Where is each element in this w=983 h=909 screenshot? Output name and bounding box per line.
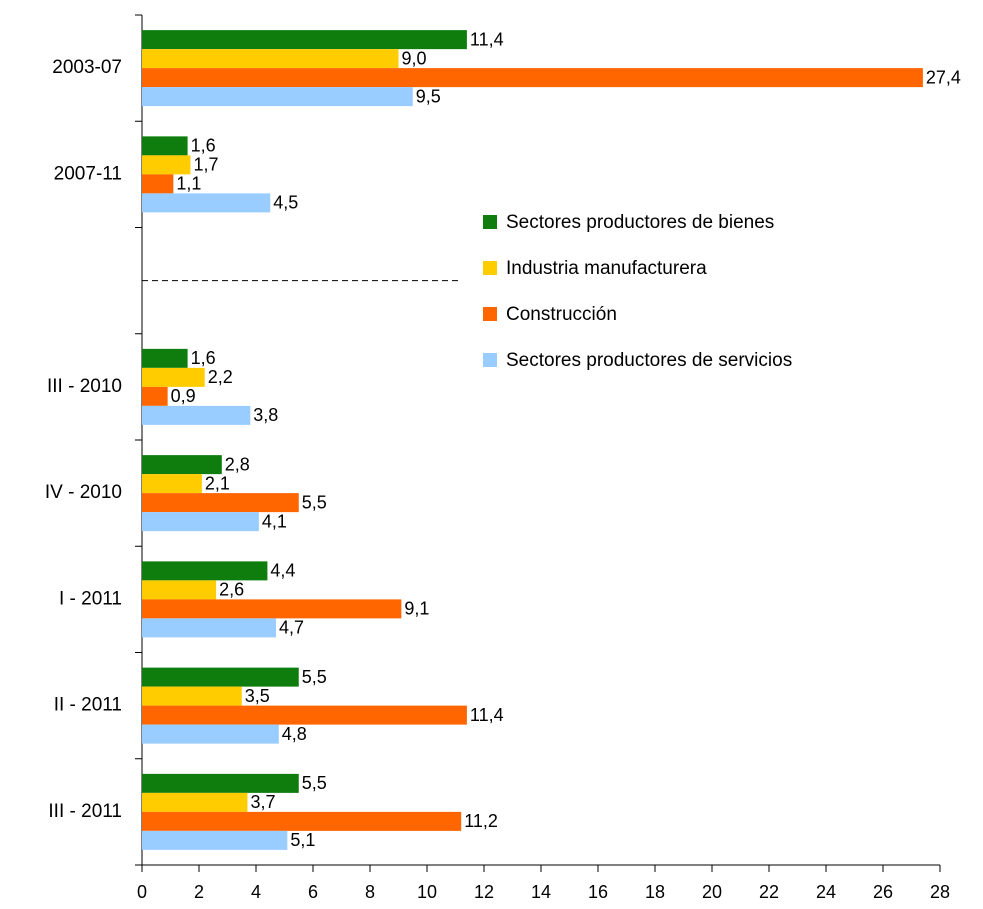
value-label: 1,6 bbox=[191, 348, 216, 368]
value-label: 3,7 bbox=[250, 792, 275, 812]
bar bbox=[142, 667, 299, 687]
bar bbox=[142, 386, 168, 406]
category-label: II - 2011 bbox=[54, 695, 122, 716]
bar bbox=[142, 348, 188, 368]
value-label: 5,5 bbox=[302, 773, 327, 793]
value-label: 2,2 bbox=[208, 367, 233, 387]
x-tick-label: 10 bbox=[417, 882, 437, 902]
category-label: 2007-11 bbox=[54, 163, 122, 184]
category-label: I - 2011 bbox=[59, 588, 122, 609]
legend-label: Sectores productores de bienes bbox=[506, 212, 774, 233]
x-tick-label: 2 bbox=[194, 882, 204, 902]
legend-label: Industria manufacturera bbox=[506, 258, 707, 279]
value-label: 4,5 bbox=[273, 193, 298, 213]
value-label: 4,8 bbox=[282, 724, 307, 744]
value-label: 5,5 bbox=[302, 667, 327, 687]
value-label: 27,4 bbox=[926, 67, 961, 87]
value-label: 2,6 bbox=[219, 580, 244, 600]
value-label: 4,7 bbox=[279, 618, 304, 638]
value-label: 11,2 bbox=[464, 811, 498, 831]
category-label: III - 2010 bbox=[47, 376, 122, 397]
bar bbox=[142, 493, 299, 513]
bar bbox=[142, 193, 271, 213]
x-tick-label: 4 bbox=[251, 882, 261, 902]
value-label: 5,1 bbox=[290, 830, 315, 850]
value-label: 0,9 bbox=[171, 386, 196, 406]
x-tick-label: 8 bbox=[365, 882, 375, 902]
value-label: 11,4 bbox=[470, 705, 504, 725]
x-tick-label: 22 bbox=[759, 882, 779, 902]
bar bbox=[142, 136, 188, 156]
x-tick-label: 16 bbox=[588, 882, 608, 902]
bar bbox=[142, 830, 288, 850]
value-label: 3,8 bbox=[253, 405, 278, 425]
value-label: 4,4 bbox=[270, 561, 295, 581]
x-tick-label: 18 bbox=[645, 882, 665, 902]
value-label: 9,0 bbox=[402, 48, 427, 68]
bar bbox=[142, 580, 217, 600]
x-tick-label: 14 bbox=[531, 882, 551, 902]
value-label: 11,4 bbox=[470, 29, 504, 49]
bar bbox=[142, 49, 399, 69]
bar bbox=[142, 773, 299, 793]
bar bbox=[142, 155, 191, 175]
bar bbox=[142, 474, 202, 494]
value-label: 4,1 bbox=[262, 511, 287, 531]
category-label: III - 2011 bbox=[48, 801, 122, 822]
bar bbox=[142, 599, 402, 619]
value-label: 5,5 bbox=[302, 492, 327, 512]
x-tick-label: 24 bbox=[816, 882, 836, 902]
value-label: 2,1 bbox=[205, 473, 230, 493]
value-label: 1,1 bbox=[176, 174, 201, 194]
bar bbox=[142, 30, 467, 50]
legend-swatch bbox=[483, 215, 497, 229]
legend-swatch bbox=[483, 261, 497, 275]
x-tick-label: 28 bbox=[930, 882, 950, 902]
bar bbox=[142, 174, 174, 194]
value-label: 1,6 bbox=[191, 136, 216, 156]
bar bbox=[142, 686, 242, 706]
category-label: 2003-07 bbox=[52, 57, 122, 78]
category-label: IV - 2010 bbox=[45, 482, 122, 503]
bar bbox=[142, 618, 276, 638]
bar bbox=[142, 561, 268, 581]
x-tick-label: 20 bbox=[702, 882, 722, 902]
bar bbox=[142, 455, 222, 475]
bar bbox=[142, 792, 248, 812]
x-tick-label: 0 bbox=[137, 882, 147, 902]
legend-label: Construcción bbox=[506, 304, 617, 325]
bar bbox=[142, 87, 413, 107]
bar bbox=[142, 367, 205, 387]
value-label: 1,7 bbox=[193, 155, 218, 175]
x-tick-label: 6 bbox=[308, 882, 318, 902]
bar bbox=[142, 724, 279, 744]
bar bbox=[142, 811, 462, 831]
x-tick-label: 12 bbox=[474, 882, 494, 902]
legend-swatch bbox=[483, 353, 497, 367]
value-label: 9,1 bbox=[404, 599, 429, 619]
legend-swatch bbox=[483, 307, 497, 321]
bar bbox=[142, 68, 923, 88]
bar bbox=[142, 512, 259, 532]
legend-label: Sectores productores de servicios bbox=[506, 350, 792, 371]
value-label: 9,5 bbox=[416, 86, 441, 106]
bar bbox=[142, 405, 251, 425]
x-tick-label: 26 bbox=[873, 882, 893, 902]
value-label: 3,5 bbox=[245, 686, 270, 706]
bar bbox=[142, 705, 467, 725]
value-label: 2,8 bbox=[225, 454, 250, 474]
